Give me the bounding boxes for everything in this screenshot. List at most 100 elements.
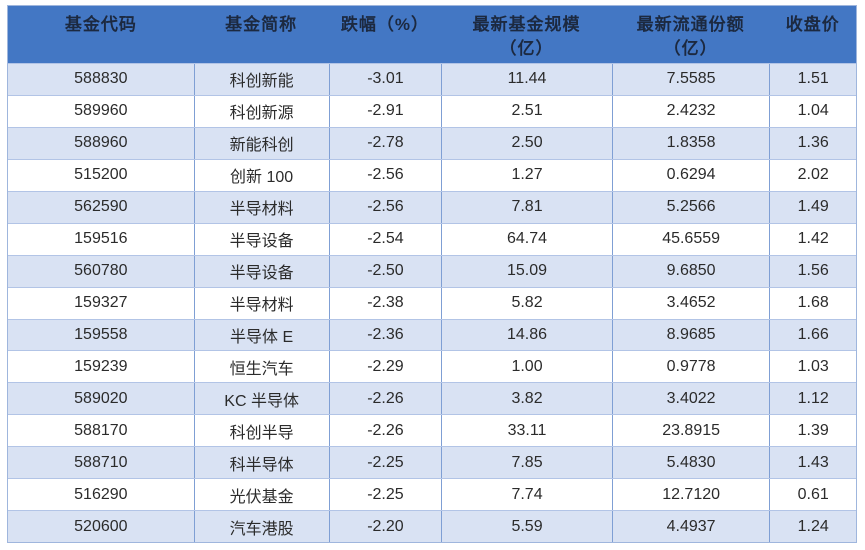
cell-latest-fund-scale: 5.59 (441, 511, 611, 543)
cell-latest-circulating-shares: 2.4232 (611, 95, 770, 127)
column-header-latest-fund-scale: 最新基金规模 （亿） (472, 15, 581, 58)
cell-fund-code: 588830 (74, 70, 128, 88)
cell-fund-name: 半导体 E (193, 319, 329, 351)
cell-latest-circulating-shares: 8.9685 (611, 319, 770, 351)
cell-latest-fund-scale: 2.50 (441, 127, 611, 159)
cell-fund-code: 159327 (74, 294, 128, 312)
cell-decline-pct: -2.56 (328, 159, 442, 191)
cell-fund-name: 恒生汽车 (193, 351, 329, 383)
cell-fund-name: 半导材料 (193, 287, 329, 319)
column-header-fund-code: 基金代码 (64, 15, 137, 34)
cell-closing-price: 1.24 (769, 511, 855, 543)
table-row: 588830 科创新能 -3.01 11.44 7.5585 1.51 (8, 63, 856, 95)
cell-decline-pct: -2.26 (328, 383, 442, 415)
column-header-latest-circulating-shares: 最新流通份额 （亿） (636, 15, 745, 58)
cell-decline-pct: -2.25 (328, 479, 442, 511)
cell-fund-code: 159239 (74, 357, 128, 375)
cell-fund-name: 科半导体 (193, 447, 329, 479)
cell-latest-circulating-shares: 3.4652 (611, 287, 770, 319)
cell-latest-fund-scale: 7.81 (441, 191, 611, 223)
cell-closing-price: 1.68 (769, 287, 855, 319)
cell-fund-code: 562590 (74, 198, 128, 216)
cell-closing-price: 2.02 (769, 159, 855, 191)
cell-latest-circulating-shares: 4.4937 (611, 511, 770, 543)
cell-fund-code: 588960 (74, 134, 128, 152)
table-row: 159239 恒生汽车 -2.29 1.00 0.9778 1.03 (8, 350, 856, 383)
column-header-fund-name: 基金简称 (225, 15, 298, 34)
fund-table: 基金代码 基金简称 跌幅（%） 最新基金规模 （亿） 最新流通份额 （亿） 收盘价 588… (7, 5, 857, 543)
cell-latest-circulating-shares: 7.5585 (611, 64, 770, 95)
cell-fund-name: 新能科创 (193, 127, 329, 159)
cell-fund-name: 半导设备 (193, 223, 329, 255)
cell-fund-code: 588170 (74, 421, 128, 439)
cell-latest-fund-scale: 1.27 (441, 159, 611, 191)
table-row: 520600 汽车港股 -2.20 5.59 4.4937 1.24 (8, 510, 856, 543)
cell-decline-pct: -2.26 (328, 415, 442, 447)
cell-latest-fund-scale: 11.44 (441, 64, 611, 95)
cell-decline-pct: -2.36 (328, 319, 442, 351)
cell-decline-pct: -2.20 (328, 511, 442, 543)
cell-decline-pct: -2.56 (328, 191, 442, 223)
cell-latest-fund-scale: 14.86 (441, 319, 611, 351)
cell-latest-fund-scale: 1.00 (441, 351, 611, 383)
cell-closing-price: 1.03 (769, 351, 855, 383)
cell-closing-price: 1.39 (769, 415, 855, 447)
cell-latest-circulating-shares: 12.7120 (611, 479, 770, 511)
cell-latest-fund-scale: 3.82 (441, 383, 611, 415)
cell-latest-circulating-shares: 9.6850 (611, 255, 770, 287)
table-row: 562590 半导材料 -2.56 7.81 5.2566 1.49 (8, 190, 856, 223)
cell-latest-circulating-shares: 0.9778 (611, 351, 770, 383)
cell-closing-price: 1.49 (769, 191, 855, 223)
cell-fund-code: 589020 (74, 389, 128, 407)
cell-fund-name: 汽车港股 (193, 511, 329, 543)
cell-latest-fund-scale: 5.82 (441, 287, 611, 319)
cell-fund-name: 半导设备 (193, 255, 329, 287)
cell-fund-name: 科创新源 (193, 95, 329, 127)
table-row: 589020 KC 半导体 -2.26 3.82 3.4022 1.12 (8, 382, 856, 415)
cell-closing-price: 1.56 (769, 255, 855, 287)
table-row: 588710 科半导体 -2.25 7.85 5.4830 1.43 (8, 446, 856, 479)
cell-decline-pct: -2.50 (328, 255, 442, 287)
cell-fund-name: 光伏基金 (193, 479, 329, 511)
cell-fund-code: 159558 (74, 325, 128, 343)
table-row: 588170 科创半导 -2.26 33.11 23.8915 1.39 (8, 414, 856, 447)
cell-closing-price: 1.36 (769, 127, 855, 159)
cell-latest-circulating-shares: 23.8915 (611, 415, 770, 447)
cell-fund-code: 589960 (74, 102, 128, 120)
cell-latest-circulating-shares: 5.4830 (611, 447, 770, 479)
cell-latest-fund-scale: 33.11 (441, 415, 611, 447)
cell-latest-fund-scale: 7.85 (441, 447, 611, 479)
column-header-decline-pct: 跌幅（%） (340, 15, 429, 34)
table-row: 515200 创新 100 -2.56 1.27 0.6294 2.02 (8, 158, 856, 191)
cell-decline-pct: -2.25 (328, 447, 442, 479)
cell-fund-name: 创新 100 (193, 159, 329, 191)
cell-closing-price: 1.66 (769, 319, 855, 351)
column-header-closing-price: 收盘价 (785, 15, 840, 34)
cell-decline-pct: -2.91 (328, 95, 442, 127)
table-row: 516290 光伏基金 -2.25 7.74 12.7120 0.61 (8, 478, 856, 511)
cell-fund-code: 520600 (74, 517, 128, 535)
cell-fund-name: 科创新能 (193, 64, 329, 95)
header-row: 基金代码 基金简称 跌幅（%） 最新基金规模 （亿） 最新流通份额 （亿） 收盘价 (8, 6, 856, 63)
cell-fund-code: 516290 (74, 485, 128, 503)
cell-closing-price: 1.43 (769, 447, 855, 479)
cell-latest-circulating-shares: 1.8358 (611, 127, 770, 159)
cell-closing-price: 0.61 (769, 479, 855, 511)
table-row: 159327 半导材料 -2.38 5.82 3.4652 1.68 (8, 286, 856, 319)
cell-fund-code: 560780 (74, 262, 128, 280)
cell-fund-code: 159516 (74, 230, 128, 248)
cell-decline-pct: -2.54 (328, 223, 442, 255)
cell-closing-price: 1.12 (769, 383, 855, 415)
table-row: 159558 半导体 E -2.36 14.86 8.9685 1.66 (8, 318, 856, 351)
table-row: 588960 新能科创 -2.78 2.50 1.8358 1.36 (8, 126, 856, 159)
cell-decline-pct: -3.01 (328, 64, 442, 95)
cell-latest-circulating-shares: 3.4022 (611, 383, 770, 415)
cell-latest-fund-scale: 7.74 (441, 479, 611, 511)
cell-closing-price: 1.04 (769, 95, 855, 127)
table-row: 589960 科创新源 -2.91 2.51 2.4232 1.04 (8, 94, 856, 127)
cell-fund-code: 588710 (74, 453, 128, 471)
cell-decline-pct: -2.38 (328, 287, 442, 319)
cell-decline-pct: -2.78 (328, 127, 442, 159)
cell-latest-circulating-shares: 45.6559 (611, 223, 770, 255)
table-row: 159516 半导设备 -2.54 64.74 45.6559 1.42 (8, 222, 856, 255)
